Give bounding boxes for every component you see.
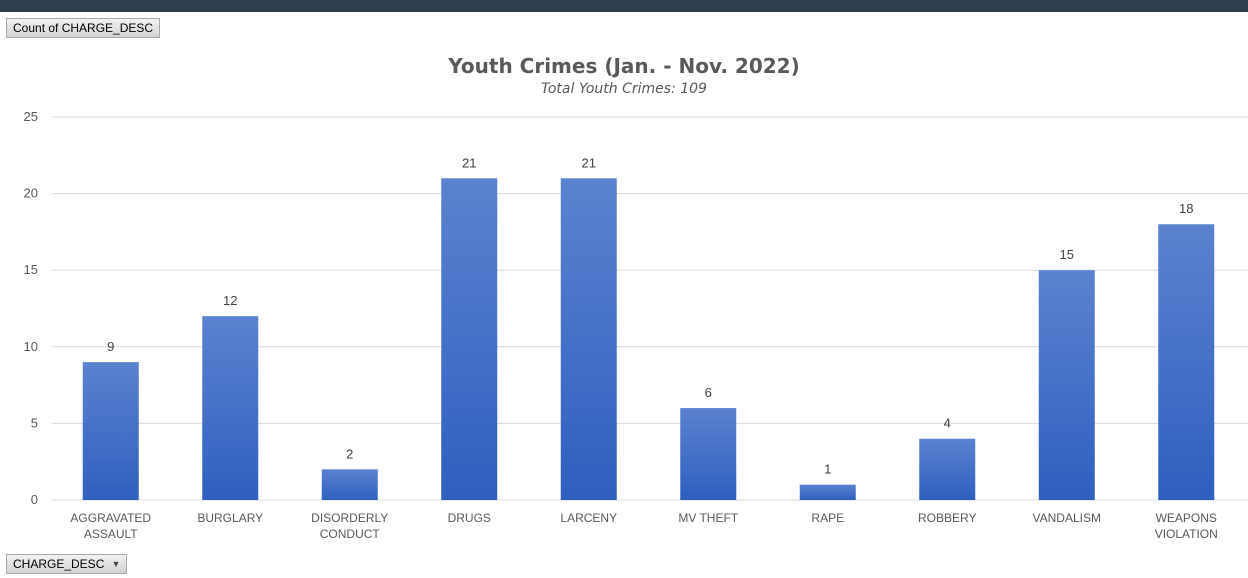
x-tick-label: ASSAULT — [84, 527, 138, 541]
bar[interactable] — [799, 484, 856, 500]
x-tick-label: WEAPONS — [1156, 511, 1217, 525]
x-tick-label: ROBBERY — [918, 511, 976, 525]
x-tick-label: CONDUCT — [320, 527, 381, 541]
y-tick-label: 10 — [24, 339, 38, 354]
bar[interactable] — [1038, 270, 1095, 500]
y-tick-label: 5 — [31, 415, 38, 430]
chart-subtitle: Total Youth Crimes: 109 — [541, 81, 707, 97]
x-tick-label: LARCENY — [560, 511, 617, 525]
data-label: 9 — [107, 339, 114, 354]
data-label: 12 — [223, 293, 237, 308]
x-tick-label: VANDALISM — [1033, 511, 1101, 525]
dropdown-arrow-icon: ▼ — [111, 559, 121, 569]
x-tick-label: AGGRAVATED — [70, 511, 151, 525]
y-tick-label: 25 — [24, 109, 38, 124]
bar[interactable] — [321, 469, 378, 500]
y-tick-label: 15 — [24, 262, 38, 277]
data-label: 15 — [1060, 247, 1074, 262]
data-label: 6 — [705, 385, 712, 400]
data-label: 1 — [824, 462, 831, 477]
y-tick-label: 0 — [31, 492, 38, 507]
data-label: 21 — [462, 155, 476, 170]
chart-title: Youth Crimes (Jan. - Nov. 2022) — [448, 54, 800, 78]
pivot-chart[interactable]: Count of CHARGE_DESC 0 5 10 15 20 25 9 AGGRAVAT… — [0, 12, 1248, 578]
x-tick-label: RAPE — [811, 511, 844, 525]
y-tick-label: 20 — [24, 186, 38, 201]
bar[interactable] — [680, 408, 737, 500]
data-label: 18 — [1179, 201, 1193, 216]
x-tick-label: BURGLARY — [197, 511, 263, 525]
data-label: 2 — [346, 446, 353, 461]
plot-area: 0 5 10 15 20 25 9 AGGRAVATED ASSAULT 12 BURGLARY 2 D… — [24, 109, 1248, 541]
axis-field-dropdown[interactable]: CHARGE_DESC ▼ — [6, 554, 128, 574]
bar[interactable] — [560, 178, 617, 500]
x-tick-label: MV THEFT — [678, 511, 738, 525]
bar[interactable] — [202, 316, 259, 500]
value-field-button[interactable]: Count of CHARGE_DESC — [6, 18, 161, 38]
axis-field-label: CHARGE_DESC — [13, 557, 105, 571]
bar[interactable] — [82, 362, 139, 500]
bar[interactable] — [919, 438, 976, 500]
x-tick-label: VIOLATION — [1155, 527, 1218, 541]
data-label: 4 — [944, 416, 951, 431]
x-tick-label: DRUGS — [448, 511, 491, 525]
bar[interactable] — [1158, 224, 1215, 501]
data-label: 21 — [582, 155, 596, 170]
x-tick-label: DISORDERLY — [311, 511, 388, 525]
bar[interactable] — [441, 178, 498, 500]
